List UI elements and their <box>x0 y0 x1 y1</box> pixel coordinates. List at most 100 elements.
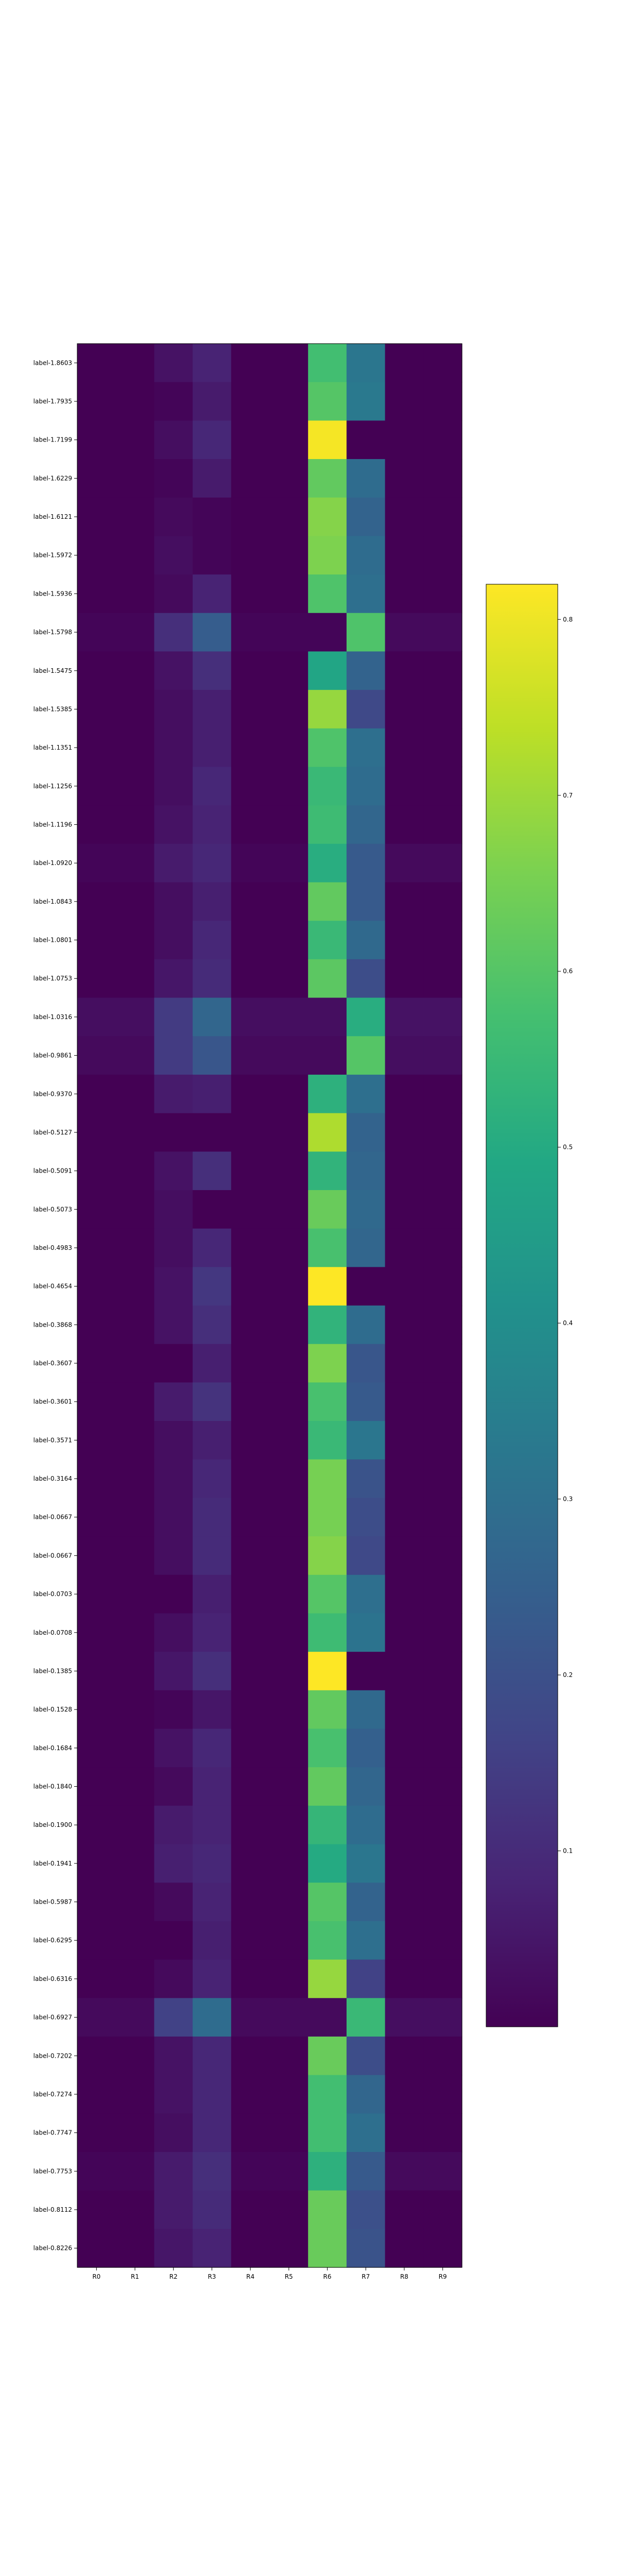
heatmap-cell <box>115 1344 154 1383</box>
heatmap-cell <box>193 1805 232 1845</box>
heatmap-cell <box>385 1498 424 1537</box>
heatmap-cell <box>193 1574 232 1614</box>
heatmap-cell <box>308 1306 347 1345</box>
x-tick-label: R2 <box>169 2273 178 2280</box>
heatmap-cell <box>385 497 424 536</box>
heatmap-cell <box>423 382 462 421</box>
heatmap-cell <box>346 651 386 690</box>
y-tick-label: label-0.5091 <box>33 1167 72 1175</box>
heatmap-cell <box>115 1998 154 2037</box>
heatmap-cell <box>115 2075 154 2114</box>
heatmap-cell <box>193 1344 232 1383</box>
heatmap-cell <box>231 843 270 883</box>
heatmap-cell <box>154 882 193 921</box>
heatmap-cell <box>77 1036 116 1075</box>
heatmap-cell <box>77 1844 116 1883</box>
heatmap-cell <box>154 1536 193 1575</box>
heatmap-cell <box>154 420 193 460</box>
heatmap-cell <box>231 1998 270 2037</box>
heatmap-cell <box>115 1036 154 1075</box>
heatmap-cell <box>346 1652 386 1691</box>
heatmap-cell <box>193 1536 232 1575</box>
heatmap-cell <box>385 728 424 768</box>
heatmap-cell <box>154 344 193 383</box>
heatmap-cell <box>269 1728 308 1768</box>
y-tick-label: label-0.0708 <box>33 1629 72 1636</box>
heatmap-cell <box>77 921 116 960</box>
heatmap-cell <box>346 997 386 1037</box>
heatmap-cell <box>269 2036 308 2076</box>
heatmap-cell <box>115 1074 154 1114</box>
heatmap-cell <box>115 1574 154 1614</box>
heatmap-cell <box>423 1805 462 1845</box>
heatmap-cell <box>269 1267 308 1306</box>
heatmap-cell <box>385 843 424 883</box>
heatmap-cell <box>154 574 193 614</box>
heatmap-cell <box>77 728 116 768</box>
heatmap-cell <box>308 1613 347 1652</box>
heatmap-cell <box>231 921 270 960</box>
x-tick-label: R9 <box>439 2273 447 2280</box>
heatmap-cell <box>423 344 462 383</box>
heatmap-cell <box>115 1844 154 1883</box>
heatmap-cell <box>269 344 308 383</box>
heatmap-cell <box>231 1690 270 1730</box>
heatmap-cell <box>115 1113 154 1152</box>
heatmap-cell <box>77 2036 116 2076</box>
heatmap-cell <box>193 2075 232 2114</box>
heatmap-cell <box>115 1228 154 1267</box>
heatmap-cell <box>193 574 232 614</box>
colorbar-tick-label: 0.5 <box>563 1144 573 1151</box>
heatmap-cell <box>77 574 116 614</box>
heatmap-cell <box>423 690 462 729</box>
heatmap-cell <box>308 1382 347 1421</box>
heatmap-cell <box>423 1459 462 1498</box>
heatmap-cell <box>231 1382 270 1421</box>
heatmap-cell <box>385 420 424 460</box>
heatmap-cell <box>154 1459 193 1498</box>
heatmap-cell <box>423 1306 462 1345</box>
heatmap-cell <box>193 1690 232 1730</box>
heatmap-cell <box>154 1959 193 1998</box>
colorbar-tick-label: 0.7 <box>563 792 573 799</box>
heatmap-cell <box>346 1113 386 1152</box>
heatmap-cell <box>423 613 462 652</box>
heatmap-cell <box>423 959 462 998</box>
heatmap-cell <box>193 1382 232 1421</box>
heatmap-cell <box>423 921 462 960</box>
heatmap-cell <box>385 882 424 921</box>
heatmap-cell <box>308 1228 347 1267</box>
heatmap-cell <box>308 1998 347 2037</box>
heatmap-cell <box>231 2075 270 2114</box>
heatmap-cell <box>77 2075 116 2114</box>
y-tick-label: label-1.1256 <box>33 783 72 790</box>
x-tick-label: R1 <box>131 2273 139 2280</box>
y-tick-label: label-0.7274 <box>33 2091 72 2098</box>
heatmap-cell <box>231 1151 270 1191</box>
heatmap-cell <box>193 843 232 883</box>
heatmap-cell <box>154 728 193 768</box>
heatmap-cell <box>346 882 386 921</box>
heatmap-cell <box>154 1728 193 1768</box>
heatmap-cell <box>423 2229 462 2268</box>
heatmap-cell <box>115 613 154 652</box>
heatmap-cell <box>115 843 154 883</box>
heatmap-cell <box>385 959 424 998</box>
heatmap-cell <box>308 382 347 421</box>
y-tick-label: label-1.0753 <box>33 975 72 982</box>
heatmap-cell <box>423 1728 462 1768</box>
heatmap-cell <box>154 2075 193 2114</box>
heatmap-cell <box>115 2113 154 2153</box>
heatmap-cell <box>308 2151 347 2191</box>
heatmap-cell <box>423 1844 462 1883</box>
y-tick-label: label-0.7753 <box>33 2167 72 2175</box>
x-tick-label: R5 <box>285 2273 293 2280</box>
heatmap-cell <box>269 420 308 460</box>
heatmap-cell <box>115 1498 154 1537</box>
heatmap-cell <box>385 690 424 729</box>
heatmap-cell <box>115 1767 154 1806</box>
heatmap-cell <box>346 1767 386 1806</box>
heatmap-cell <box>193 613 232 652</box>
heatmap-cell <box>385 1998 424 2037</box>
